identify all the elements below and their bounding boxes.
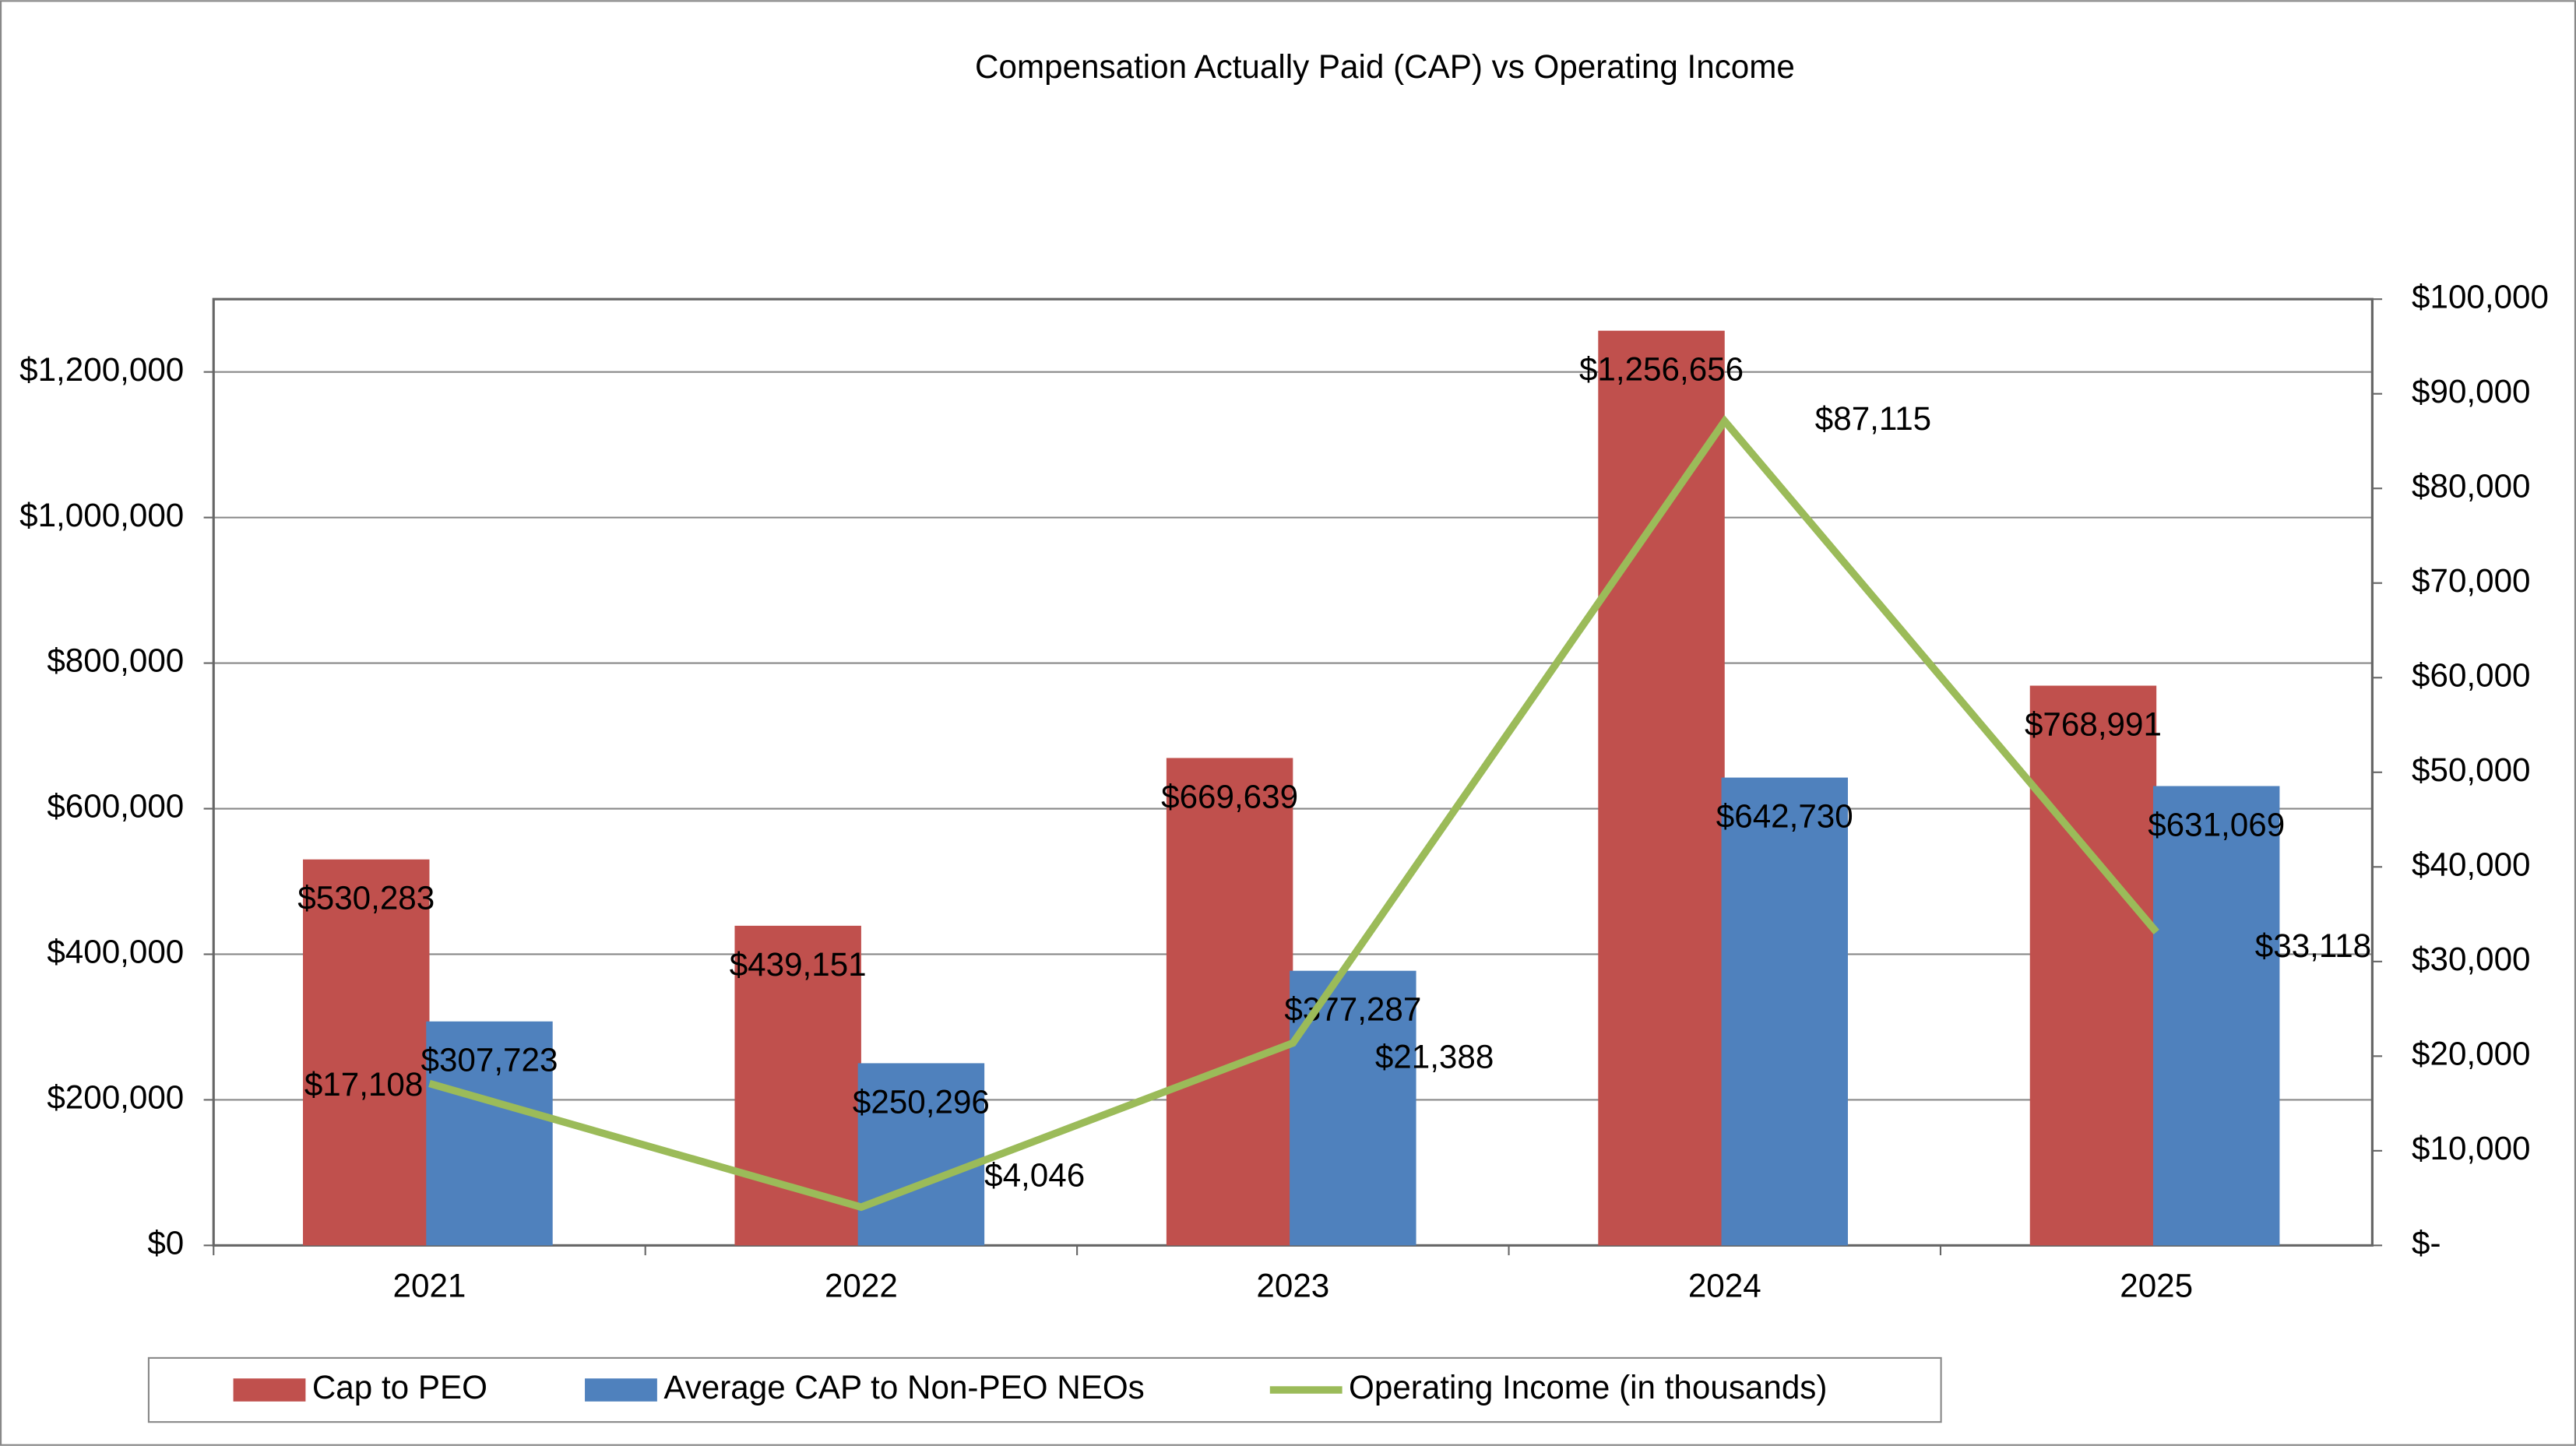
x-tick-label: 2022 [825, 1267, 898, 1304]
chart-title: Compensation Actually Paid (CAP) vs Oper… [975, 48, 1795, 85]
x-tick-label: 2023 [1256, 1267, 1329, 1304]
bar [1598, 330, 1725, 1246]
data-label: $530,283 [297, 880, 435, 917]
bar [1721, 777, 1848, 1246]
y-tick-label: $1,200,000 [19, 351, 184, 388]
y-tick-label: $200,000 [47, 1079, 184, 1116]
y2-tick-label: $60,000 [2412, 656, 2531, 693]
y2-tick-label: $70,000 [2412, 562, 2531, 599]
data-label: $4,046 [984, 1156, 1085, 1193]
y-tick-label: $0 [147, 1225, 184, 1261]
bar [857, 1063, 985, 1246]
y2-tick-label: $10,000 [2412, 1130, 2531, 1166]
bar [2152, 786, 2280, 1246]
x-tick-label: 2021 [393, 1267, 466, 1304]
bar [1166, 758, 1293, 1246]
y-tick-label: $1,000,000 [19, 497, 184, 533]
bar [426, 1021, 553, 1246]
data-label: $1,256,656 [1579, 351, 1744, 388]
data-label: $21,388 [1375, 1039, 1494, 1075]
data-label: $439,151 [730, 946, 867, 983]
legend-box [147, 1356, 1942, 1423]
y2-tick-label: $80,000 [2412, 467, 2531, 504]
data-label: $307,723 [421, 1042, 558, 1078]
data-label: $17,108 [304, 1066, 424, 1103]
legend-swatch [233, 1378, 306, 1402]
y-tick-label: $800,000 [47, 642, 184, 679]
data-label: $631,069 [2148, 806, 2285, 843]
y2-tick-label: $50,000 [2412, 751, 2531, 788]
x-tick-label: 2025 [2120, 1267, 2193, 1304]
data-label: $669,639 [1161, 778, 1298, 814]
line [428, 414, 2159, 1212]
data-label: $768,991 [2025, 705, 2162, 742]
data-label: $250,296 [853, 1083, 990, 1120]
bar [2029, 685, 2157, 1246]
legend-label: Cap to PEO [312, 1369, 487, 1406]
y2-tick-label: $90,000 [2412, 373, 2531, 410]
bar [303, 859, 430, 1246]
legend-label: Operating Income (in thousands) [1349, 1369, 1827, 1406]
data-label: $87,115 [1815, 400, 1931, 437]
y2-tick-label: $40,000 [2412, 846, 2531, 882]
x-tick-label: 2024 [1688, 1267, 1761, 1304]
y2-tick-label: $30,000 [2412, 941, 2531, 977]
y2-tick-label: $100,000 [2412, 278, 2549, 315]
y2-tick-label: $20,000 [2412, 1035, 2531, 1071]
legend-label: Average CAP to Non-PEO NEOs [663, 1369, 1144, 1406]
y2-tick-label: $- [2412, 1225, 2441, 1261]
y-tick-label: $600,000 [47, 788, 184, 825]
data-label: $33,118 [2255, 927, 2371, 964]
y-tick-label: $400,000 [47, 934, 184, 970]
legend-swatch [585, 1378, 657, 1402]
data-label: $642,730 [1716, 797, 1853, 834]
